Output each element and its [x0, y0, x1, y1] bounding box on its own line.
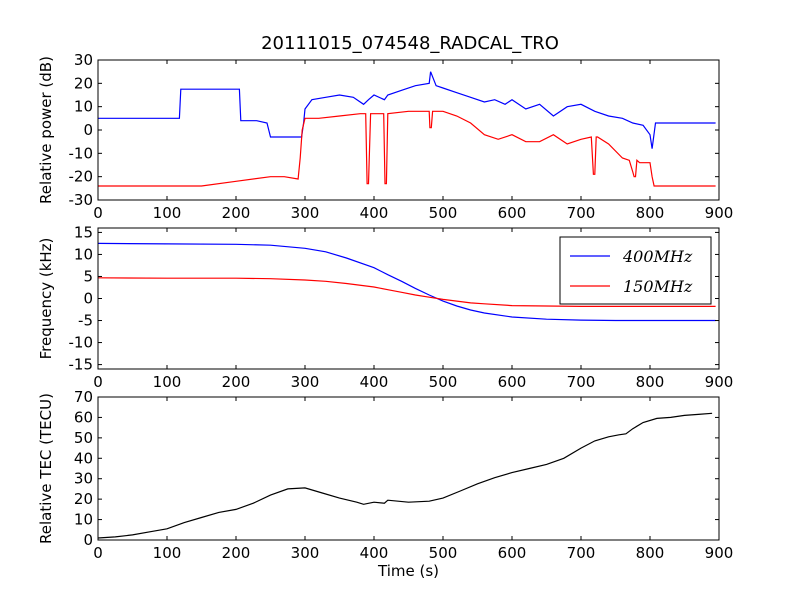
y-axis-label: Frequency (kHz): [37, 238, 55, 360]
y-tick-label: 20: [74, 490, 93, 508]
x-tick-label: 900: [705, 544, 734, 562]
x-tick-label: 600: [498, 544, 527, 562]
axes-frame: [97, 396, 720, 541]
x-tick-label: 600: [498, 373, 527, 391]
y-tick-label: -30: [69, 191, 94, 209]
y-tick-label: 0: [83, 531, 93, 549]
x-tick-label: 100: [153, 373, 182, 391]
x-tick-label: 200: [222, 204, 251, 222]
y-tick-label: 70: [74, 388, 93, 406]
y-tick-label: 10: [74, 511, 93, 529]
x-tick-label: 900: [705, 373, 734, 391]
axes-frame: [97, 59, 720, 201]
x-tick-label: 0: [93, 373, 103, 391]
x-tick-label: 800: [636, 544, 665, 562]
x-tick-label: 700: [567, 373, 596, 391]
x-tick-label: 300: [291, 544, 320, 562]
series-line-0-1: [98, 110, 716, 187]
x-tick-label: 500: [429, 204, 458, 222]
y-tick-label: 0: [83, 121, 93, 139]
x-tick-label: 800: [636, 373, 665, 391]
x-tick-label: 800: [636, 204, 665, 222]
panel-0: 0 100 200 300 400 500 600 700 800 900 -30 -20 -10 0 10…: [37, 51, 733, 222]
y-tick-label: 30: [74, 470, 93, 488]
x-tick-label: 0: [93, 204, 103, 222]
y-tick-label: 20: [74, 74, 93, 92]
legend-label: 400MHz: [622, 247, 693, 266]
series-line-1-1: [98, 277, 716, 307]
legend-label: 150MHz: [623, 277, 693, 296]
y-tick-label: -10: [69, 144, 94, 162]
x-tick-label: 700: [567, 204, 596, 222]
y-tick-label: -5: [78, 312, 93, 330]
y-axis-label: Relative TEC (TECU): [37, 393, 55, 544]
x-tick-label: 300: [291, 373, 320, 391]
legend-box: [559, 236, 712, 305]
panel-2: 0 100 200 300 400 500 600 700 800 900010203040506…: [37, 388, 733, 580]
y-tick-label: 40: [74, 449, 93, 467]
x-tick-label: 300: [291, 204, 320, 222]
y-tick-label: -10: [69, 334, 94, 352]
x-tick-label: 600: [498, 204, 527, 222]
panel-1: 0 100 200 300 400 500 600 700 800 900 -15 -10 -5 0 5 10…: [37, 223, 733, 391]
figure-title: 20111015_074548_RADCAL_TRO: [261, 33, 559, 54]
x-tick-label: 500: [429, 544, 458, 562]
y-tick-label: 30: [74, 51, 93, 69]
series-line-1-0: [98, 242, 716, 322]
y-tick-label: 0: [83, 290, 93, 308]
x-tick-label: 500: [429, 373, 458, 391]
y-axis-label: Relative power (dB): [37, 56, 55, 204]
x-tick-label: 200: [222, 373, 251, 391]
series-line-2-0: [98, 412, 713, 539]
x-axis-label: Time (s): [377, 562, 439, 580]
x-tick-label: 100: [153, 204, 182, 222]
y-tick-label: 50: [74, 429, 93, 447]
x-tick-label: 900: [705, 204, 734, 222]
series-line-0-0: [98, 71, 716, 149]
x-tick-label: 400: [360, 373, 389, 391]
y-tick-label: 10: [74, 245, 93, 263]
x-tick-label: 700: [567, 544, 596, 562]
x-tick-label: 100: [153, 544, 182, 562]
y-tick-label: -20: [69, 168, 94, 186]
x-tick-label: 400: [360, 204, 389, 222]
y-tick-label: 60: [74, 408, 93, 426]
y-tick-label: 10: [74, 98, 93, 116]
x-tick-label: 200: [222, 544, 251, 562]
y-tick-label: 5: [83, 267, 93, 285]
y-tick-label: 15: [74, 223, 93, 241]
y-tick-label: -15: [69, 356, 94, 374]
legend: 400MHz 150MHz: [559, 236, 712, 305]
x-tick-label: 400: [360, 544, 389, 562]
x-tick-label: 0: [93, 544, 103, 562]
